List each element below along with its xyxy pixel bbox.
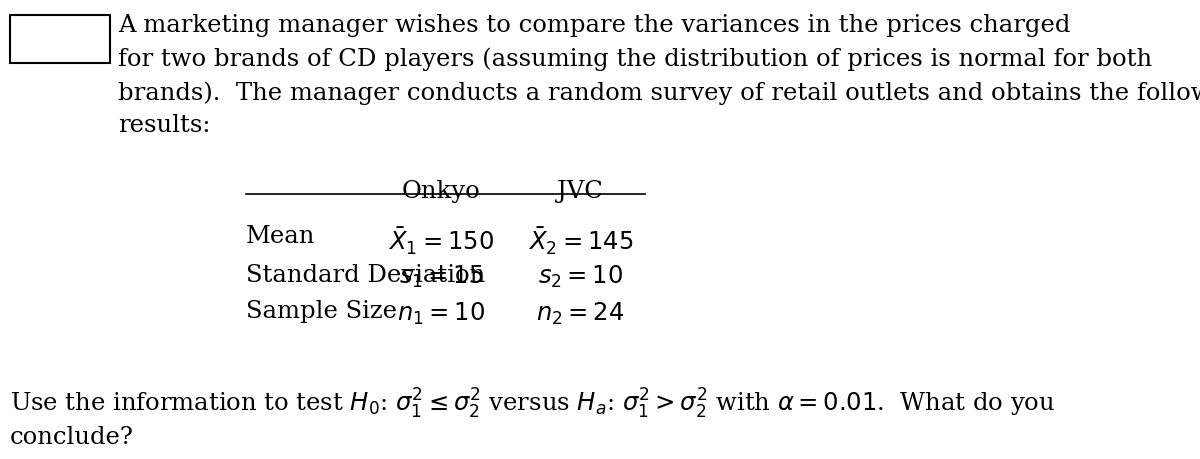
Text: $\bar{X}_1 = 150$: $\bar{X}_1 = 150$ [389,225,494,256]
Text: $n_1 = 10$: $n_1 = 10$ [397,300,485,326]
Text: A marketing manager wishes to compare the variances in the prices charged
for tw: A marketing manager wishes to compare th… [119,14,1200,137]
Text: $n_2 = 24$: $n_2 = 24$ [536,300,624,326]
Text: conclude?: conclude? [10,425,133,448]
Text: Onkyo: Onkyo [402,179,481,202]
Text: Standard Deviation: Standard Deviation [246,263,485,286]
FancyBboxPatch shape [10,17,109,64]
Text: $\bar{X}_2 = 145$: $\bar{X}_2 = 145$ [528,225,632,256]
Text: $s_2 = 10$: $s_2 = 10$ [538,263,623,290]
Text: Sample Size: Sample Size [246,300,397,323]
Text: Mean: Mean [246,225,316,248]
Text: JVC: JVC [557,179,604,202]
Text: $s_1 = 15$: $s_1 = 15$ [398,263,484,290]
Text: Use the information to test $H_0$: $\sigma_1^2 \leq \sigma_2^2$ versus $H_a$: $\: Use the information to test $H_0$: $\sig… [10,386,1055,420]
